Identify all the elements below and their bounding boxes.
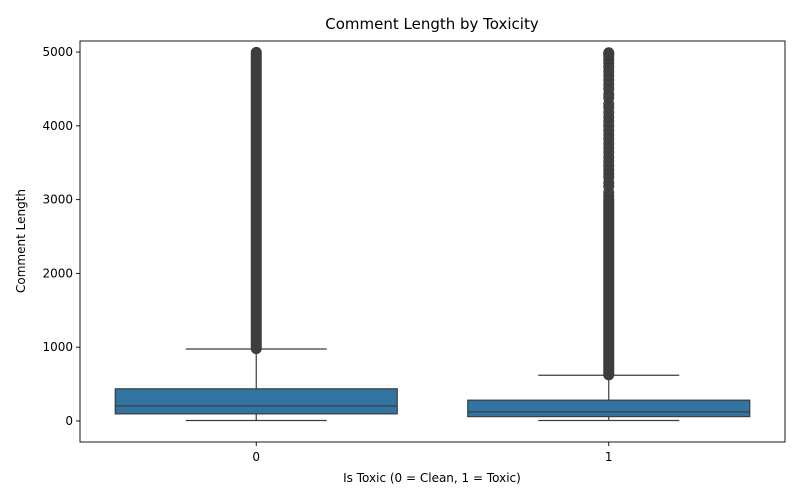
y-tick-label: 3000 [42,193,73,207]
chart-title: Comment Length by Toxicity [325,15,539,33]
outlier-cluster [250,46,262,355]
y-tick-label: 0 [65,414,73,428]
iqr-box [467,399,751,418]
x-tick-label: 1 [605,450,613,464]
box-group-1 [467,47,751,422]
box-group-0 [114,46,398,422]
y-tick-label: 5000 [42,45,73,59]
x-tick-label: 0 [252,450,260,464]
y-axis-label: Comment Length [14,189,28,293]
y-tick-label: 2000 [42,266,73,280]
plot-area-frame [79,40,786,443]
y-tick-label: 4000 [42,119,73,133]
x-axis-label: Is Toxic (0 = Clean, 1 = Toxic) [343,471,521,485]
iqr-box [114,388,398,415]
boxes-layer [114,46,751,422]
y-tick-label: 1000 [42,340,73,354]
y-axis: 0 1000 2000 3000 4000 5000 [42,45,80,428]
outlier-point [603,47,615,59]
outlier-cluster [603,194,615,381]
